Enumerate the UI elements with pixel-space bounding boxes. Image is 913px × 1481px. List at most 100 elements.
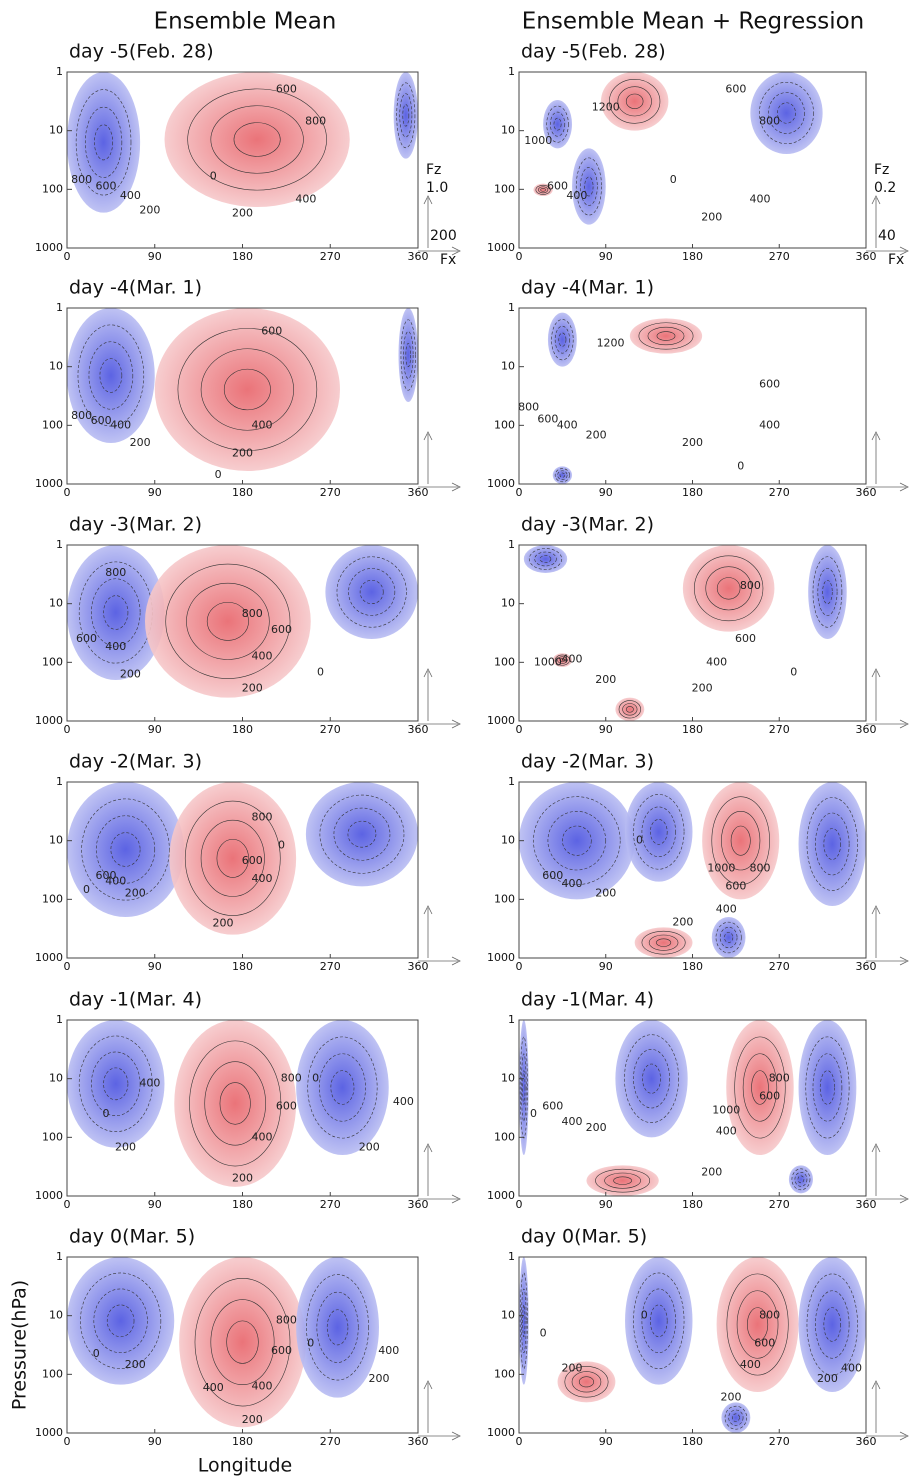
y-tick-label: 1000: [487, 477, 515, 490]
contour-line: [751, 1070, 769, 1105]
anomaly-region: [67, 1020, 165, 1148]
y-tick-label: 1000: [487, 241, 515, 254]
anomaly-region: [557, 1361, 616, 1403]
fx-value: 200: [430, 228, 457, 244]
contour-label: 200: [232, 207, 253, 220]
contour-line: [806, 797, 858, 891]
arrow-head: [423, 195, 433, 205]
contour-label: 200: [242, 1413, 263, 1426]
y-tick-label: 10: [501, 834, 515, 847]
y-tick-label: 10: [501, 597, 515, 610]
contour-line: [78, 1035, 153, 1133]
y-axis-label: Pressure(hPa): [9, 1280, 31, 1410]
y-tick-label: 1: [56, 1013, 63, 1026]
contour-label: 600: [242, 854, 263, 867]
x-tick-label: 0: [516, 250, 523, 263]
panel-title: day 0(Mar. 5): [521, 1226, 647, 1248]
x-tick-label: 180: [232, 1198, 253, 1211]
contour-label: 200: [682, 436, 703, 449]
contour-line: [219, 1082, 251, 1125]
contour-label: 800: [759, 115, 780, 128]
contour-line: [768, 92, 805, 134]
contour-line: [797, 1175, 805, 1184]
contour-label: 200: [595, 673, 616, 686]
y-tick-label: 1: [56, 301, 63, 314]
contour-label: 0: [737, 459, 744, 472]
contour-line: [554, 468, 570, 483]
y-tick-label: 1: [508, 301, 515, 314]
contour-label: 0: [530, 1107, 537, 1120]
anomaly-region: [798, 1020, 857, 1155]
contour-line: [557, 656, 568, 664]
contour-line: [715, 921, 742, 954]
arrow-head: [871, 431, 881, 441]
y-tick-label: 10: [49, 1072, 63, 1085]
contour-line: [318, 1053, 366, 1122]
plot-area: 800 600 400 200 800 600 400 200 0: [67, 545, 418, 721]
contour-label: 400: [110, 418, 131, 431]
contour-line: [187, 88, 327, 191]
contour-label: 400: [252, 1130, 273, 1143]
contour-line: [650, 1304, 668, 1338]
contour-line: [216, 838, 249, 878]
contour-label: 600: [542, 1100, 563, 1113]
anomaly-region: [305, 782, 418, 887]
fz-label: Fz: [426, 162, 441, 178]
y-tick-label: 1000: [35, 1189, 63, 1202]
contour-line: [648, 934, 679, 951]
x-tick-label: 90: [599, 960, 613, 973]
contour-line: [103, 595, 129, 630]
x-tick-label: 360: [408, 960, 429, 973]
anomaly-region: [615, 697, 645, 721]
contour-label: 800: [71, 409, 92, 422]
contour-label: 400: [749, 193, 770, 206]
x-tick-label: 270: [320, 960, 341, 973]
contour-line: [91, 1051, 141, 1117]
x-tick-label: 360: [408, 1198, 429, 1211]
x-tick-label: 360: [856, 723, 877, 736]
x-tick-label: 90: [599, 723, 613, 736]
contour-line: [794, 1172, 808, 1187]
contour-label: 400: [203, 1381, 224, 1394]
contour-label: 400: [378, 1344, 399, 1357]
contour-line: [306, 1274, 369, 1381]
contour-label: 0: [307, 1337, 314, 1350]
contour-line: [534, 551, 557, 567]
y-tick-label: 100: [42, 182, 63, 195]
contour-line: [734, 1036, 786, 1139]
contour-label: 600: [542, 869, 563, 882]
contour-line: [584, 176, 594, 197]
contour-label: 200: [701, 210, 722, 223]
panel-title: day -3(Mar. 2): [69, 514, 202, 536]
contour-line: [319, 794, 405, 874]
x-tick-label: 360: [856, 960, 877, 973]
anomaly-region: [393, 72, 418, 159]
anomaly-region: [164, 72, 350, 207]
x-tick-label: 0: [516, 1198, 523, 1211]
contour-label: 400: [252, 650, 273, 663]
arrow-head: [451, 719, 461, 729]
anomaly-region: [572, 148, 606, 225]
contour-line: [557, 470, 568, 480]
contour-line: [80, 1272, 162, 1370]
contour-label: 600: [725, 83, 746, 96]
x-tick-label: 90: [148, 1435, 162, 1448]
contour-label: 400: [252, 1379, 273, 1392]
contour-line: [817, 568, 838, 616]
anomaly-region: [519, 782, 635, 900]
anomaly-region: [296, 1020, 389, 1155]
x-tick-label: 360: [408, 723, 429, 736]
contour-line: [553, 117, 562, 131]
contour-line: [777, 102, 796, 124]
panel-title: day -1(Mar. 4): [69, 989, 202, 1011]
contour-label: 200: [120, 667, 141, 680]
contour-line: [575, 157, 602, 216]
contour-label: 800: [740, 579, 761, 592]
contour-line: [200, 348, 294, 431]
anomaly-region: [67, 782, 184, 917]
contour-label: 200: [139, 204, 160, 217]
y-tick-label: 1: [56, 775, 63, 788]
x-tick-label: 180: [682, 1435, 703, 1448]
